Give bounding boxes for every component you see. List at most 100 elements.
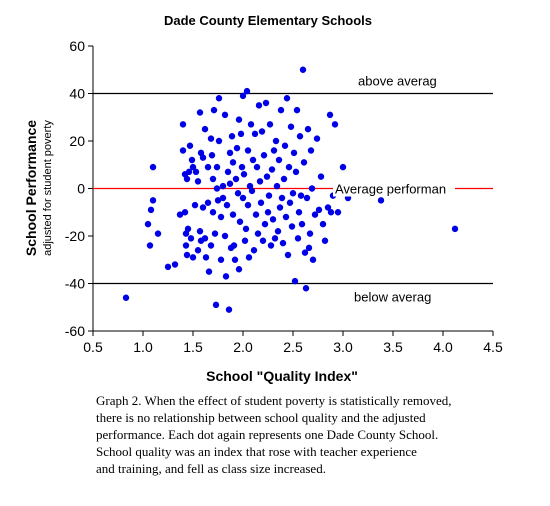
- data-point: [219, 182, 227, 190]
- reference-line-label: above averag: [358, 74, 437, 89]
- caption-line: performance. Each dot again represents o…: [96, 427, 439, 442]
- data-point: [291, 277, 299, 285]
- y-tick-label: -60: [65, 323, 85, 339]
- data-point: [256, 178, 264, 185]
- data-point: [272, 137, 280, 145]
- data-point: [210, 106, 218, 114]
- data-point: [286, 199, 294, 206]
- data-point: [263, 173, 271, 180]
- x-tick-label: 2.0: [233, 339, 253, 355]
- data-point: [264, 209, 272, 216]
- data-point: [149, 163, 157, 171]
- data-point: [146, 242, 154, 249]
- data-point: [221, 111, 229, 119]
- data-point: [339, 163, 347, 171]
- data-point: [289, 190, 297, 197]
- data-point: [277, 106, 285, 114]
- chart-title: Dade County Elementary Schools: [164, 13, 372, 28]
- data-point: [213, 163, 221, 171]
- data-point: [238, 163, 246, 171]
- data-point: [305, 244, 313, 252]
- data-point: [232, 175, 240, 183]
- data-point: [327, 209, 335, 216]
- data-point: [209, 175, 217, 183]
- data-point: [204, 163, 212, 171]
- data-point: [179, 121, 187, 128]
- data-point: [317, 173, 325, 180]
- figure-caption: Graph 2. When the effect of student pove…: [96, 392, 536, 477]
- data-point: [215, 137, 223, 145]
- data-point: [252, 211, 260, 218]
- data-point: [239, 92, 247, 100]
- data-point: [196, 228, 204, 235]
- data-point: [164, 263, 172, 271]
- data-point: [377, 197, 385, 204]
- data-point: [302, 285, 310, 292]
- data-point: [235, 266, 243, 273]
- data-point: [212, 301, 220, 309]
- data-point: [271, 235, 279, 242]
- data-point: [307, 147, 315, 154]
- data-point: [267, 242, 275, 249]
- data-point: [247, 121, 255, 128]
- data-point: [326, 111, 334, 119]
- data-point: [201, 125, 209, 133]
- data-point: [275, 156, 283, 164]
- data-point: [221, 232, 229, 240]
- data-point: [298, 220, 306, 228]
- data-point: [288, 223, 296, 230]
- y-tick-label: 60: [69, 38, 85, 54]
- data-point: [223, 201, 231, 209]
- data-point: [304, 125, 312, 133]
- data-point: [296, 133, 304, 140]
- data-point: [205, 268, 213, 275]
- data-point: [181, 209, 189, 216]
- data-point: [250, 247, 258, 254]
- data-point: [276, 204, 284, 211]
- data-point: [237, 130, 245, 138]
- data-point: [230, 242, 238, 249]
- data-point: [184, 225, 192, 233]
- scatter-chart: Dade County Elementary Schools School Pe…: [23, 13, 503, 384]
- data-point: [308, 185, 316, 192]
- data-point: [192, 168, 200, 176]
- data-point: [183, 175, 191, 183]
- data-point: [191, 201, 199, 209]
- data-point: [259, 237, 267, 244]
- data-point: [215, 95, 223, 102]
- data-point: [303, 194, 311, 202]
- data-point: [207, 135, 215, 142]
- plot-area: 60 40 20 0 -20 -40 -600.5 1.0 1.5 2.0 2.5 3.0 3.5 4.0…: [65, 38, 503, 355]
- data-point: [122, 294, 130, 301]
- data-point: [269, 216, 277, 223]
- x-tick-label: 3.5: [383, 339, 403, 355]
- reference-line-label: Average performan: [335, 182, 446, 197]
- data-point: [171, 261, 179, 268]
- data-point: [244, 201, 252, 209]
- data-point: [244, 147, 252, 154]
- data-point: [188, 156, 196, 164]
- data-point: [176, 211, 184, 218]
- y-axis-label: School Performance: [23, 120, 39, 256]
- data-point: [248, 187, 256, 195]
- data-point: [331, 121, 339, 128]
- data-point: [266, 121, 274, 128]
- data-point: [290, 149, 298, 157]
- x-tick-label: 2.5: [283, 339, 303, 355]
- data-point: [293, 106, 301, 114]
- data-point: [235, 116, 243, 123]
- x-tick-label: 1.0: [133, 339, 153, 355]
- data-point: [228, 133, 236, 140]
- data-point: [194, 247, 202, 254]
- data-point: [187, 235, 195, 242]
- caption-line: Graph 2. When the effect of student pove…: [96, 393, 452, 408]
- data-point: [284, 251, 292, 259]
- data-point: [242, 225, 250, 233]
- data-point: [257, 199, 265, 206]
- data-point: [299, 66, 307, 73]
- data-point: [321, 237, 329, 244]
- data-point: [281, 142, 289, 149]
- data-point: [319, 220, 327, 228]
- data-point: [301, 249, 309, 256]
- data-point: [285, 163, 293, 171]
